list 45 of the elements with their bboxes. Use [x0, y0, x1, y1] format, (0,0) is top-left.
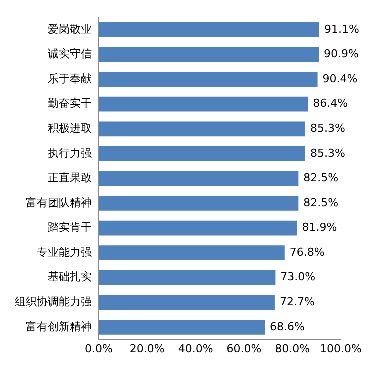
data-label: 82.5%	[304, 172, 339, 185]
data-label: 86.4%	[313, 97, 348, 110]
y-tick-label: 乐于奉献	[48, 72, 92, 86]
data-label: 85.3%	[310, 122, 346, 135]
bar	[99, 171, 299, 186]
bar	[99, 220, 298, 236]
data-label: 81.9%	[302, 221, 338, 234]
x-tick-label: 80.0%	[275, 342, 310, 356]
data-label: 90.4%	[322, 72, 358, 86]
y-tick-label: 正直果敢	[48, 172, 92, 185]
bar	[99, 96, 308, 112]
data-label: 68.6%	[270, 320, 305, 334]
x-tick-label: 20.0%	[130, 342, 165, 356]
y-tick-label: 诚实守信	[48, 48, 92, 61]
y-tick-label: 爱岗敬业	[48, 22, 92, 36]
bar	[99, 196, 299, 211]
y-tick-label: 勤奋实干	[48, 97, 92, 110]
data-label: 85.3%	[310, 146, 346, 160]
bar	[99, 72, 318, 87]
y-tick-label: 踏实肯干	[48, 221, 92, 234]
x-tick-label: 0.0%	[85, 342, 113, 356]
y-tick-label: 基础扎实	[48, 270, 92, 284]
bar	[99, 270, 276, 286]
y-tick-label: 富有创新精神	[26, 320, 92, 334]
x-tick-label: 100.0%	[320, 342, 362, 356]
y-tick-label: 组织协调能力强	[15, 295, 92, 308]
data-label: 72.7%	[280, 295, 315, 308]
data-label: 73.0%	[280, 270, 316, 284]
data-label: 76.8%	[290, 246, 325, 259]
y-tick-label: 专业能力强	[37, 246, 92, 259]
y-tick-label: 积极进取	[48, 122, 92, 135]
bar	[99, 246, 285, 260]
bar	[99, 320, 266, 335]
x-tick-label: 40.0%	[178, 342, 214, 356]
bar	[99, 22, 320, 38]
bar	[99, 47, 320, 62]
data-label: 90.9%	[324, 48, 359, 61]
x-tick-label: 60.0%	[226, 342, 262, 356]
bar	[99, 295, 275, 310]
data-label: 91.1%	[324, 22, 360, 36]
data-label: 82.5%	[304, 196, 339, 210]
bar	[99, 146, 306, 162]
y-tick-label: 执行力强	[48, 146, 92, 160]
bar	[99, 122, 306, 137]
y-tick-label: 富有团队精神	[26, 196, 92, 210]
